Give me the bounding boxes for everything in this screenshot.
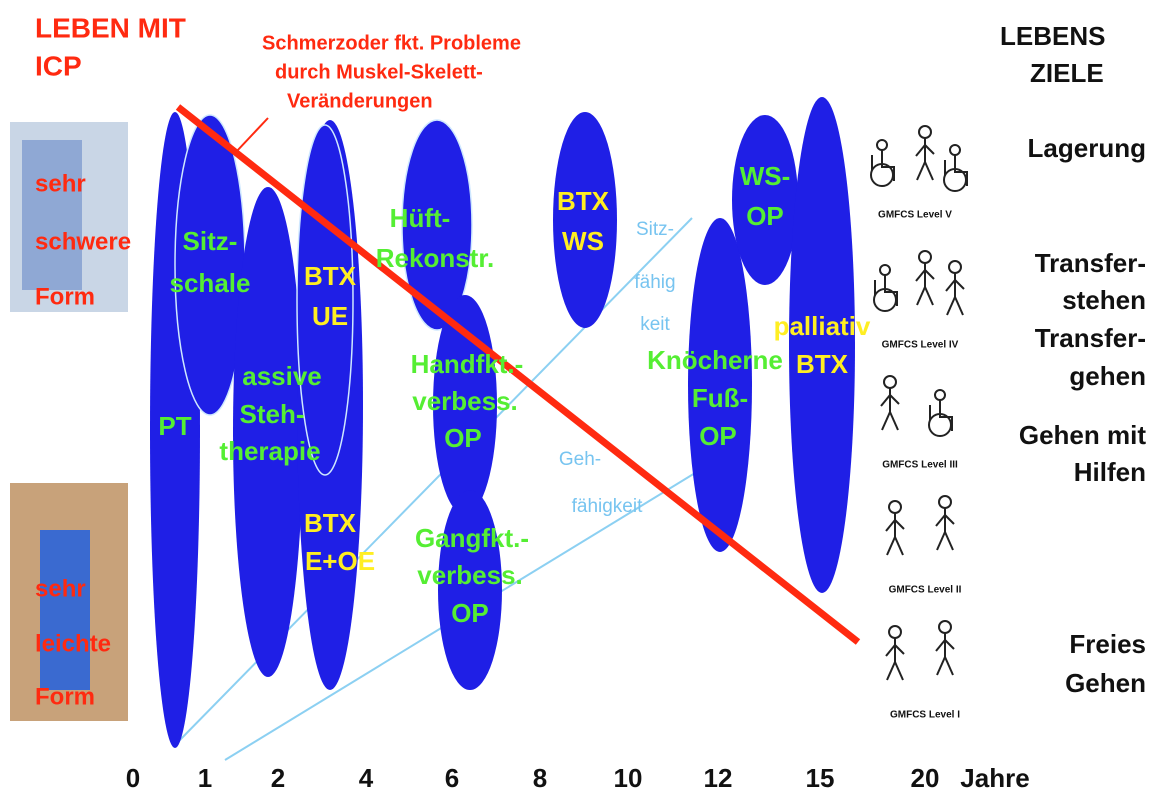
treatment-label: OP (451, 598, 489, 628)
annotation: Schmerzoder fkt. Probleme (262, 32, 521, 54)
axis-label: 2 (271, 763, 285, 793)
annotation: durch Muskel-Skelett- (275, 61, 483, 83)
figure (881, 376, 899, 430)
axis-label: 8 (533, 763, 547, 793)
severity-label: schwere (35, 228, 131, 255)
treatment-label: OP (444, 423, 482, 453)
ability-label: fähigkeit (572, 496, 643, 517)
goal-label: gehen (1069, 361, 1146, 391)
treatment-label: Knöcherne (647, 345, 783, 375)
goal-label: Transfer- (1035, 248, 1146, 278)
figure (886, 626, 904, 680)
treatment-label: verbess. (412, 386, 518, 416)
annotation-pointer (236, 118, 268, 152)
gmfcs-label: GMFCS Level V (878, 210, 952, 221)
figure (916, 126, 934, 180)
treatment-label: schale (170, 268, 251, 298)
gmfcs-label: GMFCS Level I (890, 710, 960, 721)
axis-label: 20 (911, 763, 940, 793)
treatment-label: Gangfkt.- (415, 523, 529, 553)
severity-label: sehr (35, 170, 86, 197)
axis-label: 15 (806, 763, 835, 793)
ability-label: Sitz- (636, 219, 674, 240)
treatment-label: palliativ (774, 311, 871, 341)
ability-label: fähig (634, 272, 675, 293)
page: LEBEN MIT ICP Schmerzoder fkt. Probleme … (0, 0, 1154, 793)
treatment-label: PT (158, 411, 191, 441)
goals-title: ZIELE (1030, 58, 1104, 88)
goal-label: Gehen mit (1019, 420, 1146, 450)
treatment-label: Steh- (240, 399, 305, 429)
gmfcs-label: GMFCS Level III (882, 460, 958, 471)
goal-label: stehen (1062, 285, 1146, 315)
treatment-label: Fuß- (692, 383, 748, 413)
treatment-label: verbess. (417, 560, 523, 590)
diagram: LEBEN MIT ICP Schmerzoder fkt. Probleme … (0, 0, 1154, 793)
photo-detail (40, 530, 90, 690)
figure (946, 261, 964, 315)
axis-label: 0 (126, 763, 140, 793)
severity-label: leichte (35, 630, 111, 657)
treatment-label: Handfkt.- (411, 349, 524, 379)
axis-unit: Jahre (960, 763, 1029, 793)
photo-detail (22, 140, 82, 290)
ability-label: keit (640, 314, 670, 335)
figure (936, 496, 954, 550)
gmfcs-label: GMFCS Level IV (882, 340, 959, 351)
goal-label: Freies (1069, 629, 1146, 659)
axis-label: 10 (614, 763, 643, 793)
goal-label: Transfer- (1035, 323, 1146, 353)
treatment-ellipse (789, 97, 855, 593)
treatment-label: OP (699, 421, 737, 451)
treatment-label: E+OE (305, 546, 375, 576)
treatment-label: BTX (557, 186, 610, 216)
treatment-label: WS (562, 226, 604, 256)
title: ICP (35, 50, 82, 81)
figure (886, 501, 904, 555)
goal-label: Lagerung (1028, 133, 1146, 163)
treatment-ellipse (233, 187, 303, 677)
treatment-label: WS- (740, 161, 791, 191)
treatment-label: Hüft- (390, 203, 451, 233)
treatment-label: UE (312, 301, 348, 331)
ability-label: Geh- (559, 449, 601, 470)
axis-label: 1 (198, 763, 212, 793)
goal-label: Gehen (1065, 668, 1146, 698)
treatment-label: BTX (796, 349, 849, 379)
treatment-label: assive (242, 361, 322, 391)
figure (944, 145, 967, 191)
severity-label: Form (35, 683, 95, 710)
figure (916, 251, 934, 305)
treatment-label: BTX (304, 261, 357, 291)
annotation: Veränderungen (287, 90, 433, 112)
goals-title: LEBENS (1000, 21, 1105, 51)
treatment-ellipse (553, 112, 617, 328)
severity-label: Form (35, 283, 95, 310)
axis-label: 12 (704, 763, 733, 793)
treatment-ellipse (438, 490, 502, 690)
figure (871, 140, 894, 186)
axis-label: 4 (359, 763, 374, 793)
treatment-label: Sitz- (183, 226, 238, 256)
treatment-label: Rekonstr. (376, 243, 495, 273)
axis-label: 6 (445, 763, 459, 793)
figure (929, 390, 952, 436)
treatment-label: BTX (304, 508, 357, 538)
severity-label: sehr (35, 575, 86, 602)
figure (936, 621, 954, 675)
treatment-label: OP (746, 201, 784, 231)
gmfcs-label: GMFCS Level II (889, 585, 962, 596)
goal-label: Hilfen (1074, 457, 1146, 487)
treatment-label: therapie (219, 436, 320, 466)
title: LEBEN MIT (35, 12, 186, 43)
figure (874, 265, 897, 311)
